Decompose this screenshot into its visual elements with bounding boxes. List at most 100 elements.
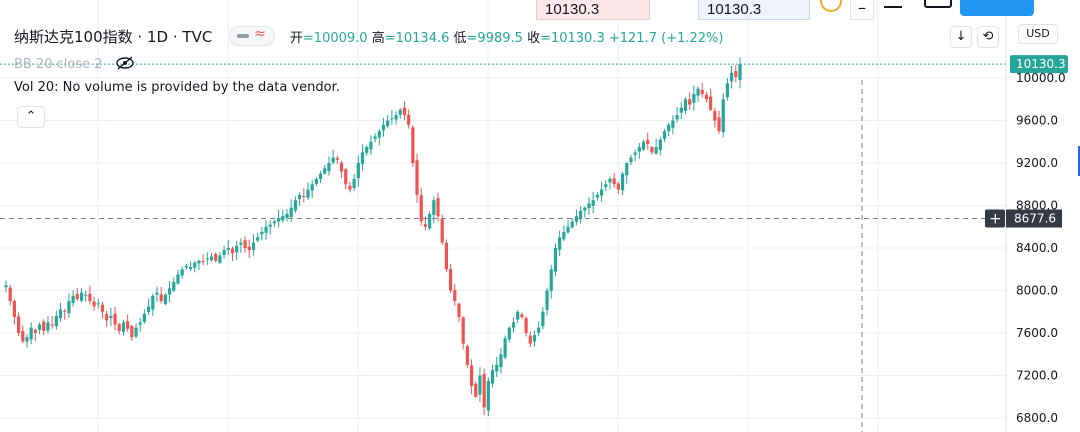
candle-body <box>562 232 566 240</box>
crosshair-price-badge <box>1006 209 1062 228</box>
candle-body <box>620 173 625 191</box>
candle-body <box>495 364 499 372</box>
collapse-dash-icon <box>237 33 250 38</box>
interval[interactable]: 1D <box>146 28 169 46</box>
candle-body <box>302 196 306 198</box>
plus-icon: + <box>989 210 1002 228</box>
candle-body <box>679 107 683 113</box>
candle-body <box>277 218 281 222</box>
candle-body <box>96 303 100 305</box>
candle-body <box>528 335 532 344</box>
candle-body <box>251 242 256 250</box>
price-input-right[interactable]: 10130.3 <box>698 0 810 20</box>
high-label: 高 <box>371 31 385 46</box>
candle-body <box>469 365 474 387</box>
primary-action-button[interactable] <box>960 0 1034 16</box>
candle-body <box>176 274 180 284</box>
currency-selector[interactable]: USD <box>1018 24 1058 44</box>
candle-body <box>247 246 251 251</box>
candle-body <box>289 207 293 218</box>
candle-body <box>612 178 616 185</box>
price-tick-label: 8800.0 <box>1016 199 1058 213</box>
candle-body <box>323 168 327 174</box>
symbol-name[interactable]: 纳斯达克100指数 <box>14 28 133 46</box>
minus-icon[interactable]: – <box>850 0 874 20</box>
candle-body <box>117 324 121 331</box>
candle-body <box>188 267 193 270</box>
candle-body <box>239 242 243 245</box>
candle-body <box>197 260 201 264</box>
candle-body <box>365 147 369 153</box>
last-price-badge <box>1010 55 1068 74</box>
close-value: =10130.3 <box>540 31 605 46</box>
candle-body <box>4 285 8 288</box>
candle-body <box>604 184 608 188</box>
candle-body <box>730 72 734 82</box>
candle-body <box>390 118 394 120</box>
candle-body <box>675 115 679 120</box>
candle-body <box>386 120 390 127</box>
candle-body <box>113 313 117 325</box>
candle-body <box>42 321 46 331</box>
price-tick-label: 7600.0 <box>1016 326 1058 340</box>
high-value: =10134.6 <box>384 31 450 46</box>
candle-body <box>482 373 486 408</box>
candle-body <box>12 301 16 318</box>
candle-body <box>344 169 348 185</box>
candle-body <box>461 317 465 344</box>
candle-body <box>499 354 503 368</box>
price-input-left[interactable]: 10130.3 <box>536 0 650 20</box>
candle-body <box>184 266 188 268</box>
ohlc-values: 开=10009.0 高=10134.6 低=9989.5 收=10130.3 +… <box>290 31 724 46</box>
candle-body <box>100 304 105 312</box>
close-label: 收 <box>527 31 541 46</box>
vol-indicator: Vol 20: No volume is provided by the dat… <box>14 80 340 95</box>
candle-body <box>155 292 159 295</box>
candle-body <box>717 117 721 132</box>
expand-icon[interactable] <box>884 0 902 8</box>
candle-body <box>709 96 713 110</box>
candle-body <box>725 83 730 98</box>
price-tick-label: 10000.0 <box>1016 71 1066 85</box>
candle-body <box>268 224 272 227</box>
candle-body <box>25 337 29 342</box>
side-accent-bar <box>1078 146 1080 176</box>
candle-body <box>616 183 620 190</box>
arrow-down-icon[interactable]: ↓ <box>950 26 972 48</box>
candle-body <box>293 200 298 211</box>
candle-body <box>407 115 411 125</box>
candle-body <box>721 99 725 133</box>
price-tick-label: 8400.0 <box>1016 241 1058 255</box>
chart-legend: 纳斯达克100指数 · 1D · TVC ≈ 开=10009.0 高=10134… <box>14 25 724 48</box>
candle-body <box>230 248 235 254</box>
candle-body <box>67 301 71 314</box>
candle-body <box>360 152 365 164</box>
candle-body <box>298 194 302 200</box>
candle-body <box>172 282 176 291</box>
candle-body <box>671 120 675 128</box>
open-label: 开 <box>289 31 303 46</box>
sep-dot: · <box>137 28 143 46</box>
wave-icon: ≈ <box>254 25 266 42</box>
candle-body <box>335 158 339 160</box>
window-icon[interactable] <box>924 0 952 8</box>
legend-toggle-pill[interactable]: ≈ <box>229 25 276 46</box>
candle-body <box>398 109 402 115</box>
candle-body <box>109 316 113 318</box>
chevron-up-icon[interactable]: ⌃ <box>17 106 45 128</box>
candle-body <box>318 173 323 180</box>
info-icon[interactable] <box>820 0 842 12</box>
candle-body <box>444 242 448 270</box>
price-tick-label: 9600.0 <box>1016 114 1058 128</box>
bb-indicator[interactable]: BB 20 close 2 <box>14 54 135 72</box>
candle-body <box>478 375 482 395</box>
candle-body <box>180 269 184 276</box>
candle-body <box>738 64 742 80</box>
eye-off-icon[interactable] <box>115 56 135 74</box>
candle-body <box>411 127 415 163</box>
candle-body <box>159 294 163 302</box>
loop-icon[interactable]: ⟲ <box>977 26 999 48</box>
price-tick-label: 6800.0 <box>1016 411 1058 425</box>
candle-body <box>356 163 360 179</box>
